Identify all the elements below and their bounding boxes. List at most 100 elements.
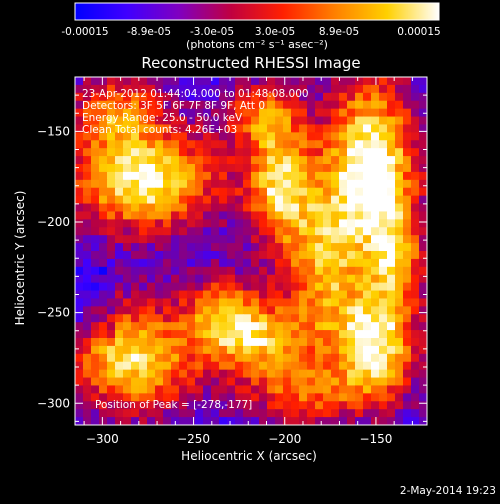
heatmap-cell — [83, 314, 92, 323]
heatmap-cell — [99, 219, 108, 228]
heatmap-cell — [307, 409, 316, 418]
heatmap-cell — [411, 298, 420, 307]
heatmap-cell — [315, 211, 324, 220]
heatmap-cell — [171, 219, 180, 228]
heatmap-cell — [211, 417, 220, 425]
heatmap-cell — [99, 124, 108, 133]
heatmap-cell — [283, 195, 292, 205]
heatmap-cell — [163, 251, 172, 260]
heatmap-cell — [323, 298, 332, 307]
heatmap-cell — [355, 282, 364, 292]
heatmap-cell — [91, 314, 100, 323]
heatmap-cell — [131, 258, 140, 268]
heatmap-cell — [339, 179, 348, 189]
heatmap-cell — [147, 203, 156, 212]
heatmap-cell — [235, 409, 244, 418]
heatmap-cell — [115, 361, 124, 371]
heatmap-cell — [355, 298, 364, 307]
heatmap-cell — [299, 219, 308, 228]
heatmap-cell — [331, 393, 340, 402]
heatmap-cell — [403, 417, 412, 425]
heatmap-cell — [211, 92, 220, 102]
heatmap-cell — [275, 393, 284, 402]
heatmap-cell — [283, 417, 292, 425]
heatmap-cell — [363, 251, 372, 260]
heatmap-cell — [387, 140, 396, 149]
heatmap-cell — [275, 100, 284, 110]
heatmap-cell — [227, 361, 236, 371]
heatmap-cell — [131, 251, 140, 260]
heatmap-cell — [219, 251, 228, 260]
heatmap-cell — [387, 235, 396, 244]
heatmap-cell — [403, 92, 412, 102]
heatmap-cell — [259, 108, 268, 118]
heatmap-cell — [299, 84, 308, 94]
heatmap-cell — [315, 251, 324, 260]
heatmap-cell — [235, 401, 244, 410]
heatmap-cell — [267, 108, 276, 118]
heatmap-cell — [171, 140, 180, 149]
heatmap-cell — [147, 116, 156, 125]
heatmap-cell — [259, 100, 268, 110]
heatmap-cell — [147, 393, 156, 402]
heatmap-cell — [395, 377, 404, 386]
heatmap-cell — [211, 314, 220, 323]
heatmap-cell — [363, 148, 372, 157]
heatmap-cell — [419, 116, 427, 125]
heatmap-cell — [251, 195, 260, 205]
heatmap-cell — [339, 203, 348, 212]
heatmap-cell — [419, 393, 427, 402]
heatmap-cell — [251, 345, 260, 355]
heatmap-cell — [131, 361, 140, 371]
heatmap-cell — [195, 211, 204, 220]
heatmap-cell — [155, 314, 164, 323]
heatmap-cell — [307, 203, 316, 212]
heatmap-cell — [275, 306, 284, 315]
heatmap-cell — [243, 219, 252, 228]
heatmap-cell — [83, 345, 92, 355]
heatmap-cell — [371, 369, 380, 379]
heatmap-cell — [387, 266, 396, 276]
heatmap-cell — [347, 417, 356, 425]
heatmap-cell — [275, 195, 284, 205]
heatmap-cell — [99, 401, 108, 410]
colorbar-tick-label: 8.9e-05 — [319, 26, 359, 38]
heatmap-cell — [171, 290, 180, 299]
heatmap-cell — [131, 298, 140, 307]
heatmap-cell — [115, 282, 124, 292]
heatmap-cell — [235, 171, 244, 181]
heatmap-cell — [267, 195, 276, 205]
heatmap-cell — [171, 369, 180, 379]
heatmap-cell — [219, 195, 228, 205]
heatmap-cell — [123, 203, 132, 212]
heatmap-cell — [347, 148, 356, 157]
heatmap-cell — [203, 203, 212, 212]
heatmap-cell — [243, 393, 252, 402]
heatmap-cell — [163, 211, 172, 220]
heatmap-cell — [379, 195, 388, 205]
heatmap-cell — [91, 235, 100, 244]
heatmap-cell — [403, 227, 412, 236]
heatmap-cell — [179, 322, 188, 331]
heatmap-cell — [187, 409, 196, 418]
heatmap-cell — [99, 148, 108, 157]
heatmap-cell — [339, 171, 348, 181]
heatmap-cell — [235, 219, 244, 228]
heatmap-cell — [187, 369, 196, 379]
heatmap-cell — [403, 187, 412, 197]
heatmap-cell — [379, 345, 388, 355]
heatmap-cell — [147, 108, 156, 118]
heatmap-cell — [171, 84, 180, 94]
heatmap-cell — [411, 290, 420, 299]
heatmap-cell — [219, 298, 228, 307]
heatmap-cell — [275, 322, 284, 331]
heatmap-cell — [299, 148, 308, 157]
heatmap-cell — [123, 393, 132, 402]
heatmap-cell — [227, 164, 236, 173]
heatmap-cell — [131, 187, 140, 197]
heatmap-cell — [347, 156, 356, 165]
heatmap-cell — [331, 338, 340, 347]
heatmap-cell — [379, 385, 388, 394]
heatmap-cell — [267, 164, 276, 173]
heatmap-cell — [131, 377, 140, 386]
